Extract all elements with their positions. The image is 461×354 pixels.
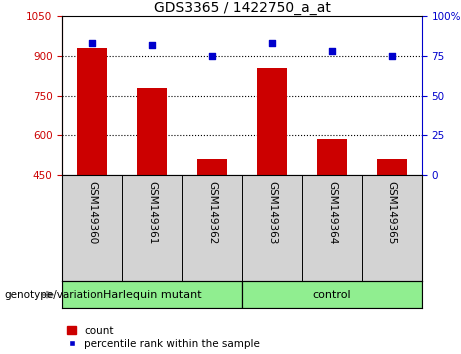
Point (89, 40, 96, 46)
Text: control: control (313, 290, 351, 300)
Point (208, 53, 216, 58)
Text: genotype/variation: genotype/variation (5, 290, 104, 300)
Bar (377, 159, 407, 175)
Point (328, 48, 336, 54)
Bar (257, 68, 287, 175)
Text: GSM149364: GSM149364 (327, 181, 337, 244)
Bar (77, 48, 107, 175)
Title: GDS3365 / 1422750_a_at: GDS3365 / 1422750_a_at (154, 1, 331, 15)
Bar (62, 281, 242, 308)
Text: GSM149361: GSM149361 (147, 181, 157, 244)
Legend: count, percentile rank within the sample: count, percentile rank within the sample (67, 326, 260, 349)
Bar (317, 139, 347, 175)
Point (148, 42, 156, 47)
Bar (137, 87, 167, 175)
Text: GSM149365: GSM149365 (387, 181, 397, 244)
Text: Harlequin mutant: Harlequin mutant (103, 290, 201, 300)
Text: GSM149362: GSM149362 (207, 181, 217, 244)
Point (268, 40, 276, 46)
Text: GSM149363: GSM149363 (267, 181, 277, 244)
Bar (197, 159, 227, 175)
Bar (242, 281, 422, 308)
Point (388, 53, 396, 58)
Text: GSM149360: GSM149360 (87, 181, 97, 244)
